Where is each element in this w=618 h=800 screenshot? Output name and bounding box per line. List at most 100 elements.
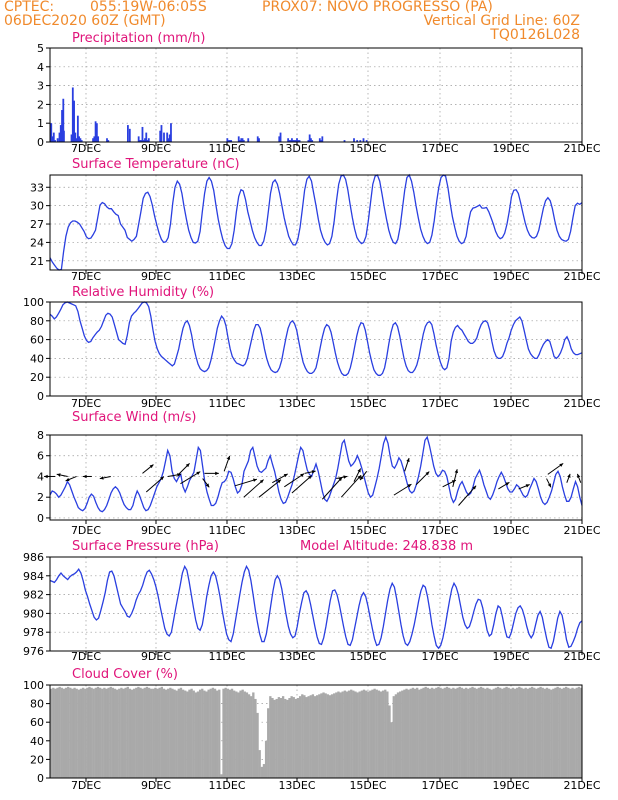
precip-bar bbox=[297, 140, 300, 142]
precip-bar bbox=[258, 138, 260, 142]
cloud-bar bbox=[177, 688, 181, 778]
cloud-bar bbox=[79, 688, 83, 778]
x-tick-label: 11DEC bbox=[208, 270, 245, 283]
wind-line bbox=[49, 435, 583, 513]
cloud-bar bbox=[356, 692, 359, 778]
cloud-bar bbox=[462, 688, 466, 778]
cloud-bar bbox=[124, 687, 127, 778]
x-tick-label: 9DEC bbox=[141, 524, 171, 537]
y-tick-label: 5 bbox=[37, 42, 44, 55]
precip-bar bbox=[128, 128, 131, 142]
cloud-bar bbox=[77, 689, 80, 778]
precip-bar bbox=[59, 125, 62, 142]
cloud-bar bbox=[275, 698, 278, 778]
cloud-bar bbox=[360, 690, 364, 778]
cloud-bar bbox=[173, 689, 176, 778]
x-tick-label: 17DEC bbox=[421, 270, 458, 283]
cloud-bar bbox=[284, 698, 287, 778]
cloud-bar bbox=[128, 688, 132, 778]
cloud-bar bbox=[416, 687, 419, 778]
cloud-bar bbox=[239, 690, 242, 778]
cloud-bar bbox=[115, 689, 119, 778]
panel-frame bbox=[49, 174, 583, 271]
header-station: PROX07: NOVO PROGRESSO (PA) bbox=[262, 0, 493, 15]
precip-bar bbox=[80, 140, 83, 142]
cloud-bar bbox=[294, 698, 298, 778]
cloud-bar bbox=[545, 687, 549, 778]
cloud-bar bbox=[535, 688, 538, 778]
precip-bar bbox=[62, 98, 65, 142]
cloud-bar bbox=[184, 690, 187, 778]
cloud-bar bbox=[309, 695, 312, 778]
cloud-bar bbox=[132, 688, 136, 778]
x-tick-label: 11DEC bbox=[208, 142, 245, 155]
cloud-bar bbox=[316, 695, 319, 778]
panel-title: Surface Pressure (hPa) bbox=[72, 539, 219, 554]
cloud-bar bbox=[322, 692, 325, 778]
cloud-bar bbox=[145, 686, 149, 778]
cloud-bar bbox=[560, 688, 564, 778]
x-tick-label: 9DEC bbox=[141, 270, 171, 283]
cloud-bar bbox=[113, 688, 117, 778]
wind-vector bbox=[243, 479, 264, 498]
cloud-bar bbox=[207, 689, 210, 778]
cloud-bar bbox=[467, 688, 470, 778]
cloud-bar bbox=[292, 697, 295, 778]
cloud-bar bbox=[352, 690, 355, 778]
cloud-bar bbox=[281, 696, 285, 778]
wind-vector bbox=[234, 478, 258, 487]
cloud-bar bbox=[111, 687, 115, 778]
precip-bar bbox=[166, 132, 169, 142]
precip-bar bbox=[141, 126, 144, 142]
precip-bar bbox=[239, 140, 241, 142]
cloud-bar bbox=[518, 686, 521, 778]
y-tick-label: 33 bbox=[30, 181, 44, 194]
cloud-bar bbox=[245, 692, 249, 778]
cloud-bar bbox=[303, 695, 306, 778]
panel-title: Precipitation (mm/h) bbox=[72, 31, 205, 46]
precip-bar bbox=[365, 140, 368, 142]
x-tick-label: 9DEC bbox=[141, 397, 171, 410]
cloud-bar bbox=[418, 689, 421, 778]
cloud-bar bbox=[496, 686, 500, 778]
wind-vector-head bbox=[44, 474, 48, 479]
cloud-bar bbox=[430, 687, 434, 778]
cloud-bar bbox=[511, 687, 515, 778]
x-tick-label: 7DEC bbox=[71, 779, 101, 792]
wind-vector bbox=[180, 471, 201, 485]
cloud-bar bbox=[379, 691, 383, 778]
cloud-bar bbox=[96, 686, 100, 778]
cloud-bar bbox=[558, 687, 561, 778]
cloud-bar bbox=[343, 690, 346, 778]
cloud-bar bbox=[435, 687, 438, 778]
cloud-bar bbox=[333, 693, 336, 778]
cloud-bar bbox=[218, 689, 221, 778]
cloud-bar bbox=[220, 774, 223, 778]
precip-bar bbox=[58, 132, 61, 142]
cloud-bar bbox=[537, 687, 540, 778]
cloud-bar bbox=[156, 688, 159, 778]
cloud-bar bbox=[445, 686, 449, 778]
y-tick-label: 6 bbox=[37, 450, 44, 463]
wind-vector-head bbox=[283, 473, 288, 478]
precip-bar bbox=[79, 138, 82, 142]
wind-vector-head bbox=[567, 473, 571, 478]
cloud-bar bbox=[101, 688, 104, 778]
y-tick-label: 986 bbox=[23, 551, 44, 564]
cloud-bar bbox=[188, 689, 191, 778]
precip-bar bbox=[241, 138, 244, 142]
cloud-bar bbox=[50, 688, 53, 778]
cloud-bar bbox=[311, 694, 315, 778]
cloud-bar bbox=[109, 686, 112, 778]
y-tick-label: 40 bbox=[30, 352, 44, 365]
wind-vector-head bbox=[357, 475, 362, 480]
cloud-bar bbox=[126, 686, 129, 778]
x-tick-label: 21DEC bbox=[563, 270, 600, 283]
x-tick-label: 11DEC bbox=[208, 397, 245, 410]
x-tick-label: 13DEC bbox=[278, 650, 315, 663]
y-tick-label: 60 bbox=[30, 716, 44, 729]
panel-frame bbox=[49, 556, 583, 652]
cloud-bar bbox=[192, 690, 195, 778]
precip-bar bbox=[321, 136, 324, 142]
cloud-bar bbox=[381, 690, 385, 778]
